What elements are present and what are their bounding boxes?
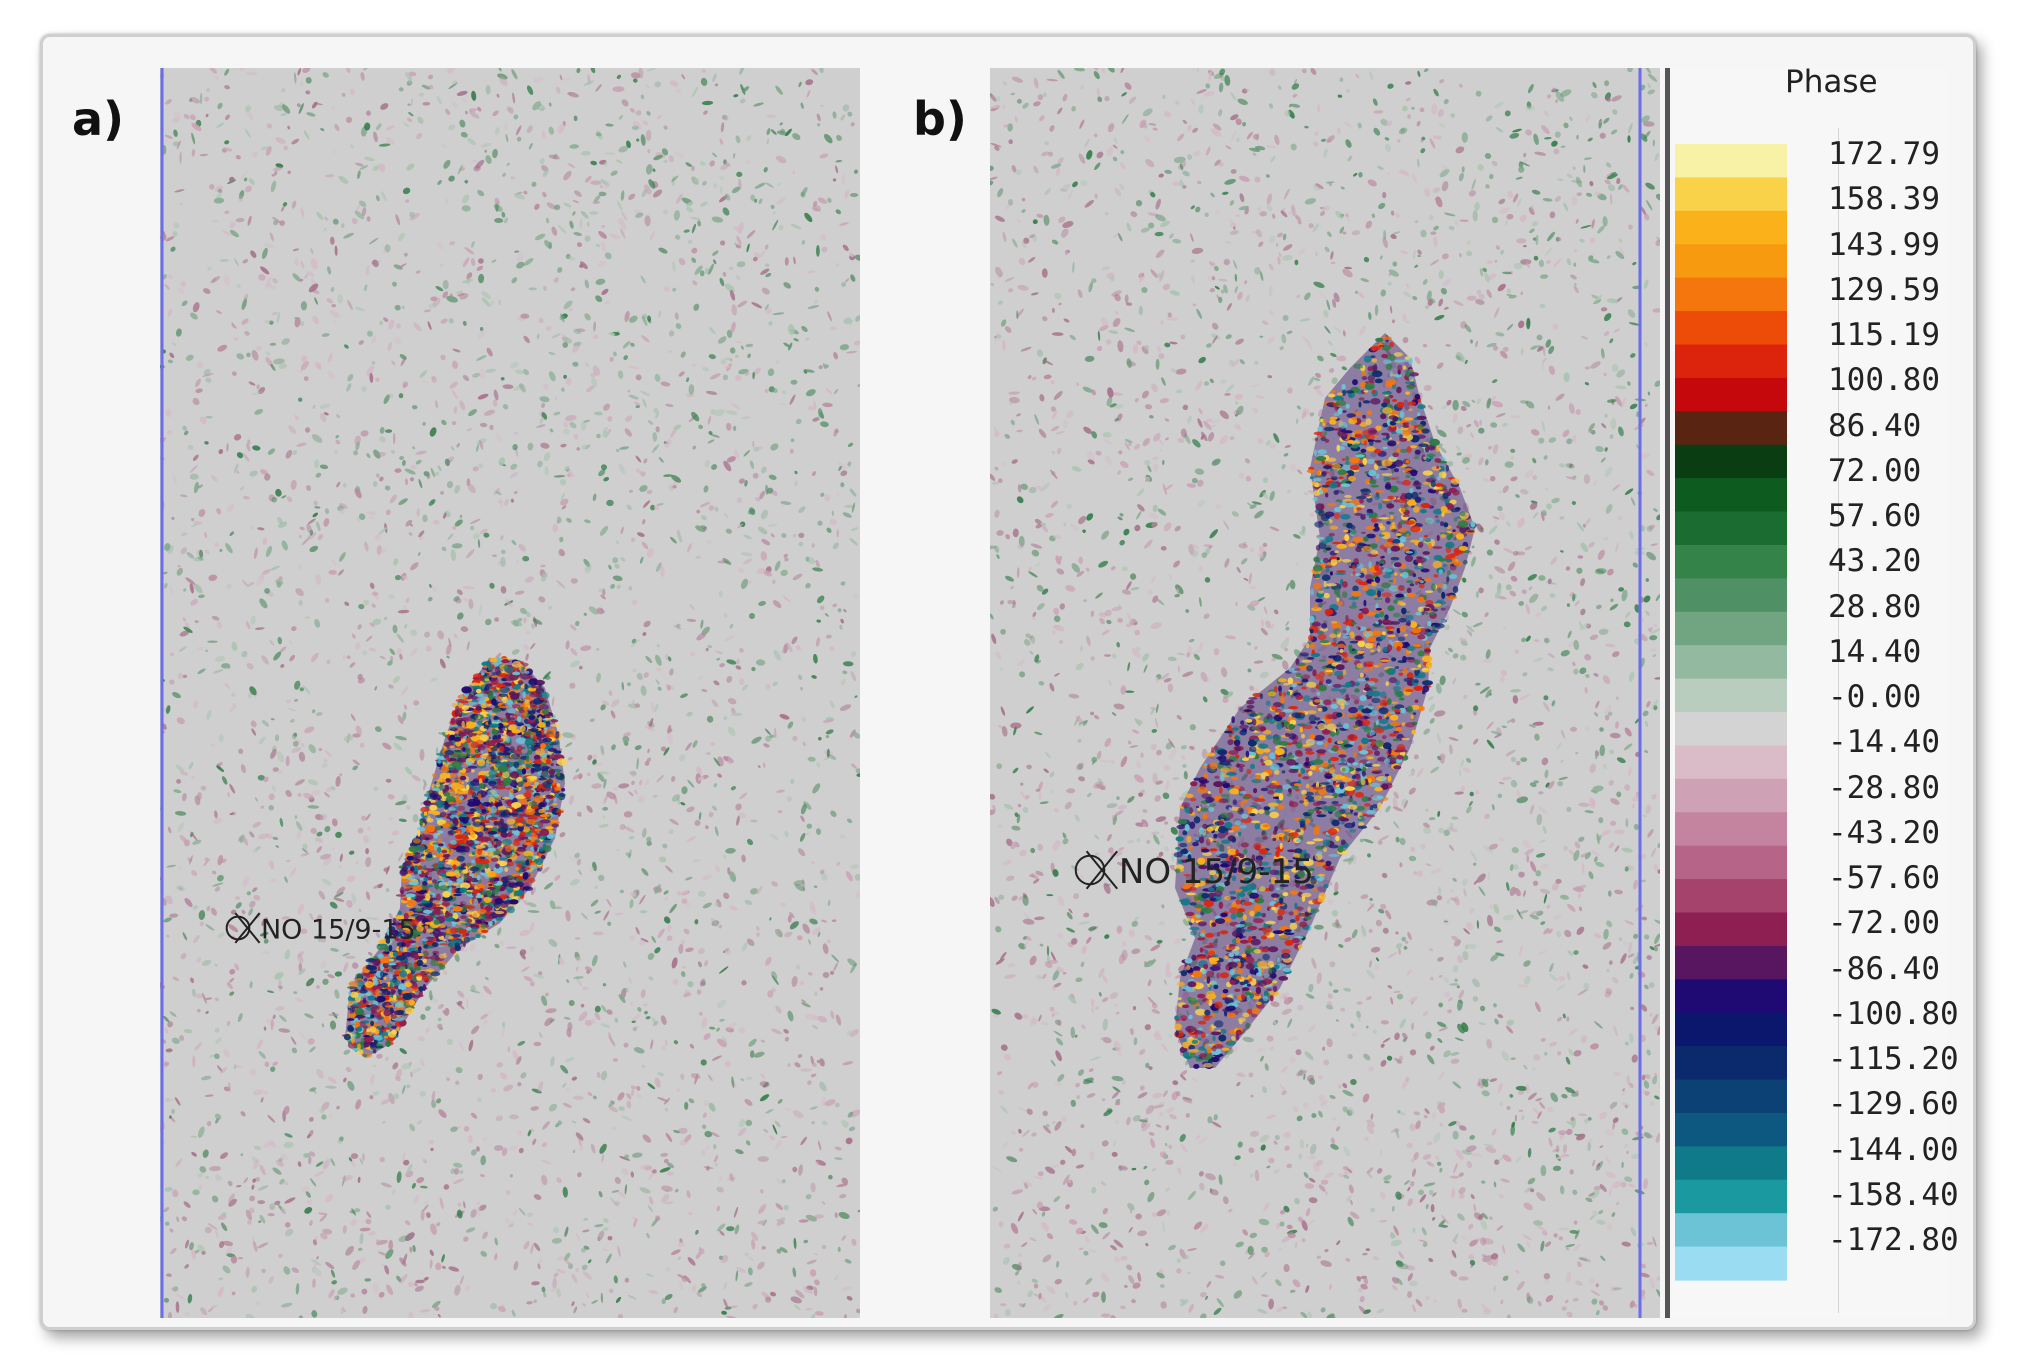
legend-left-border	[1665, 68, 1670, 1318]
legend-tick-label: -0.00	[1828, 679, 1922, 715]
well-cross-icon	[234, 912, 261, 944]
legend-tick-label: -28.80	[1828, 769, 1940, 806]
legend-tick-label: 72.00	[1828, 452, 1922, 489]
seismic-panel-b: NO 15/9-15	[990, 68, 1660, 1318]
colorbar-swatch	[1675, 277, 1787, 312]
seismic-map-b: NO 15/9-15	[990, 68, 1660, 1318]
colorbar-swatch	[1675, 1079, 1787, 1114]
colorbar-swatch	[1675, 945, 1787, 980]
legend-tick-label: -144.00	[1828, 1131, 1959, 1168]
legend-tick-label: -158.40	[1828, 1176, 1959, 1213]
colorbar-swatch	[1675, 411, 1787, 446]
legend-tick-label: -100.80	[1828, 995, 1959, 1032]
colorbar-swatch	[1675, 177, 1787, 212]
colorbar-swatch	[1675, 1213, 1787, 1248]
colorbar-swatch	[1675, 511, 1787, 546]
colorbar-swatch	[1675, 578, 1787, 613]
phase-anomaly	[342, 656, 568, 1058]
colorbar-swatch	[1675, 912, 1787, 947]
colorbar-swatch	[1675, 611, 1787, 646]
legend-tick-label: 172.79	[1828, 136, 1940, 172]
phase-anomaly	[1173, 333, 1477, 1069]
colorbar-swatch	[1675, 1246, 1787, 1281]
colorbar-swatch	[1675, 1012, 1787, 1047]
legend-tick-label: -57.60	[1828, 860, 1940, 896]
legend-tick-label: 86.40	[1828, 407, 1922, 444]
colorbar-swatch	[1675, 778, 1787, 813]
well-name: NO 15/9-15	[261, 914, 416, 945]
legend-divider	[1838, 128, 1839, 1313]
legend-tick-label: -72.00	[1828, 905, 1940, 942]
legend-tick-label: -43.20	[1828, 814, 1940, 851]
colorbar-swatch	[1675, 979, 1787, 1014]
colorbar-swatch	[1675, 645, 1787, 680]
phase-colorbar	[1665, 68, 1787, 1318]
legend-tick-label: 143.99	[1828, 226, 1940, 263]
colorbar-swatch	[1675, 311, 1787, 346]
legend-tick-label: 14.40	[1828, 633, 1922, 670]
legend-tick-label: 115.19	[1828, 317, 1940, 353]
colorbar-swatch	[1675, 879, 1787, 914]
well-marker: NO 15/9-15	[225, 912, 416, 945]
panel-a-label: a)	[72, 92, 125, 146]
seismic-panel-a: NO 15/9-15	[160, 68, 860, 1318]
colorbar-swatch	[1675, 1146, 1787, 1181]
legend-tick-label: 43.20	[1828, 543, 1922, 580]
legend-tick-label: 129.59	[1828, 271, 1940, 308]
legend-tick-label: -115.20	[1828, 1041, 1959, 1077]
colorbar-swatch	[1675, 377, 1787, 412]
colorbar-swatch	[1675, 210, 1787, 245]
colorbar-swatch	[1675, 1046, 1787, 1081]
legend-tick-label: 28.80	[1828, 588, 1922, 625]
colorbar-swatch	[1675, 1179, 1787, 1214]
legend-tick-label: 158.39	[1828, 181, 1940, 218]
well-name: NO 15/9-15	[1119, 852, 1314, 892]
colorbar-swatch	[1675, 244, 1787, 279]
seismic-map-a: NO 15/9-15	[160, 68, 860, 1318]
phase-legend	[1665, 68, 1947, 1318]
legend-tick-label: -172.80	[1828, 1222, 1959, 1258]
legend-tick-label: -86.40	[1828, 950, 1940, 987]
colorbar-swatch	[1675, 344, 1787, 379]
legend-title: Phase	[1785, 64, 1878, 100]
well-marker: NO 15/9-15	[1074, 850, 1314, 892]
legend-tick-label: -14.40	[1828, 724, 1940, 761]
colorbar-swatch	[1675, 678, 1787, 713]
colorbar-swatch	[1675, 544, 1787, 579]
colorbar-swatch	[1675, 745, 1787, 780]
colorbar-swatch	[1675, 1112, 1787, 1147]
colorbar-swatch	[1675, 712, 1787, 747]
colorbar-swatch	[1675, 478, 1787, 513]
panel-b-label: b)	[913, 92, 967, 146]
colorbar-swatch	[1675, 812, 1787, 847]
colorbar-swatch	[1675, 444, 1787, 479]
well-cross-icon	[1085, 850, 1118, 890]
legend-tick-label: 100.80	[1828, 362, 1940, 399]
legend-tick-label: -129.60	[1828, 1086, 1959, 1123]
colorbar-swatch	[1675, 144, 1787, 179]
legend-tick-label: 57.60	[1828, 498, 1922, 534]
colorbar-swatch	[1675, 845, 1787, 880]
seismic-noise	[160, 68, 860, 1318]
